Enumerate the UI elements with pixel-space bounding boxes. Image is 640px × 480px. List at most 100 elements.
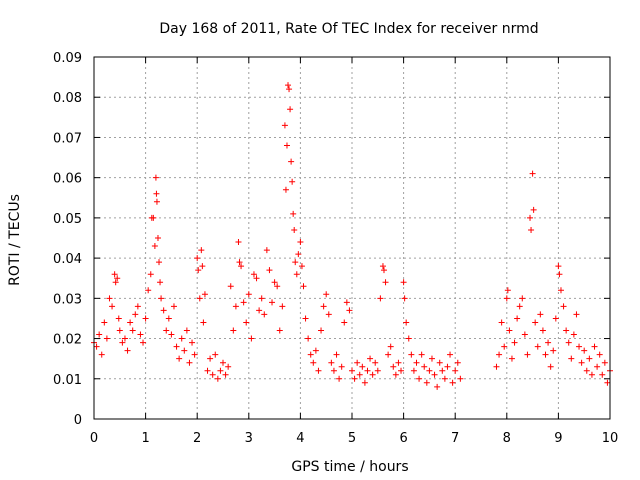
data-point xyxy=(333,351,340,358)
data-point xyxy=(444,363,451,370)
data-point xyxy=(534,343,541,350)
data-point xyxy=(283,142,290,149)
data-point xyxy=(115,315,122,322)
data-point xyxy=(198,247,205,254)
data-point xyxy=(330,367,337,374)
data-point xyxy=(542,351,549,358)
data-point xyxy=(506,327,513,334)
data-point xyxy=(581,347,588,354)
data-point xyxy=(563,327,570,334)
data-point xyxy=(454,359,461,366)
data-point xyxy=(596,351,603,358)
data-point xyxy=(165,315,172,322)
data-point xyxy=(568,355,575,362)
data-point xyxy=(400,279,407,286)
data-point xyxy=(578,359,585,366)
x-tick-labels: 0 1 2 3 4 5 6 7 8 9 10 xyxy=(90,431,618,446)
data-point xyxy=(312,347,319,354)
data-point xyxy=(552,315,559,322)
data-point xyxy=(243,319,250,326)
data-point xyxy=(560,303,567,310)
x-tick-label: 10 xyxy=(602,431,619,446)
data-point xyxy=(253,275,260,282)
data-point xyxy=(276,327,283,334)
y-tick-label: 0.09 xyxy=(53,51,82,66)
data-point xyxy=(519,295,526,302)
data-point xyxy=(570,331,577,338)
data-point xyxy=(436,359,443,366)
data-point xyxy=(416,375,423,382)
data-point xyxy=(379,263,386,270)
data-point xyxy=(341,319,348,326)
data-point xyxy=(367,355,374,362)
data-point xyxy=(516,303,523,310)
data-point xyxy=(269,299,276,306)
data-point xyxy=(214,375,221,382)
data-point xyxy=(288,158,295,165)
x-tick-label: 1 xyxy=(141,431,149,446)
data-point xyxy=(163,327,170,334)
data-point xyxy=(369,371,376,378)
data-point xyxy=(106,295,113,302)
data-point xyxy=(287,106,294,113)
x-axis-title: GPS time / hours xyxy=(291,459,408,475)
data-point xyxy=(583,367,590,374)
data-point xyxy=(305,335,312,342)
data-point xyxy=(398,367,405,374)
data-point xyxy=(447,351,454,358)
data-point xyxy=(307,351,314,358)
data-point xyxy=(112,279,119,286)
data-point xyxy=(501,343,508,350)
data-point xyxy=(338,363,345,370)
data-point xyxy=(256,307,263,314)
data-point xyxy=(212,351,219,358)
data-point xyxy=(150,214,157,221)
data-point xyxy=(524,351,531,358)
data-point xyxy=(127,319,134,326)
data-point xyxy=(151,243,158,250)
data-point xyxy=(364,367,371,374)
data-point xyxy=(178,335,185,342)
data-point xyxy=(173,343,180,350)
data-point xyxy=(236,259,243,266)
data-point xyxy=(604,379,611,386)
data-point xyxy=(240,299,247,306)
x-tick-label: 7 xyxy=(451,431,459,446)
data-point xyxy=(457,375,464,382)
data-point xyxy=(281,122,288,129)
data-point xyxy=(395,359,402,366)
data-point xyxy=(413,359,420,366)
data-point xyxy=(258,295,265,302)
data-point xyxy=(119,339,126,346)
data-point xyxy=(315,367,322,374)
data-point xyxy=(152,174,159,181)
data-point xyxy=(227,283,234,290)
data-point xyxy=(98,351,105,358)
data-point xyxy=(160,307,167,314)
data-point xyxy=(201,291,208,298)
data-point xyxy=(189,339,196,346)
y-tick-label: 0.05 xyxy=(53,212,82,227)
data-points xyxy=(91,82,613,390)
data-point xyxy=(238,263,245,270)
data-point xyxy=(124,347,131,354)
data-point xyxy=(263,247,270,254)
data-point xyxy=(452,367,459,374)
data-point xyxy=(121,335,128,342)
data-point xyxy=(153,190,160,197)
data-point xyxy=(423,379,430,386)
data-point xyxy=(328,359,335,366)
data-point xyxy=(555,263,562,270)
data-point xyxy=(248,335,255,342)
data-point xyxy=(186,359,193,366)
data-point xyxy=(532,319,539,326)
data-point xyxy=(271,279,278,286)
data-point xyxy=(222,371,229,378)
y-tick-label: 0.03 xyxy=(53,292,82,307)
data-point xyxy=(191,351,198,358)
data-point xyxy=(145,287,152,294)
x-tick-label: 0 xyxy=(90,431,98,446)
data-point xyxy=(129,327,136,334)
data-point xyxy=(527,214,534,221)
